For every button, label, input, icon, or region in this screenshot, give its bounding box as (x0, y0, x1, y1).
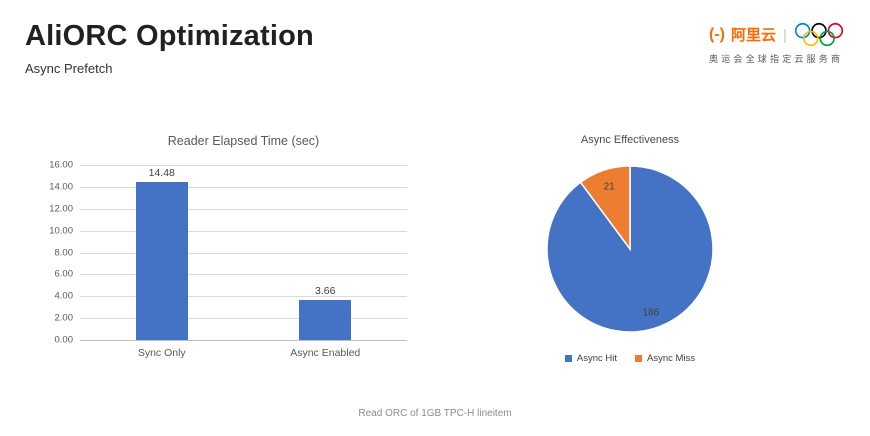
y-axis-tick-label: 0.00 (54, 334, 74, 346)
legend-swatch-icon (564, 355, 572, 362)
bar-chart: Reader Elapsed Time (sec) 0.00 2.00 4.00 6.… (45, 131, 415, 373)
alibaba-cloud-wordmark: 阿里云 (730, 26, 776, 44)
gridline (80, 230, 407, 232)
bar-sync-only (135, 181, 188, 340)
pie-chart-title: Async Effectiveness (580, 134, 680, 146)
gridline (80, 318, 407, 320)
pie-data-label: 21 (604, 181, 616, 192)
page-title: AliORC Optimization (25, 20, 314, 52)
gridline (80, 186, 407, 188)
gridline (80, 252, 407, 254)
legend-swatch-icon (635, 355, 643, 362)
y-axis-tick-label: 10.00 (49, 225, 73, 237)
gridline (80, 340, 407, 341)
bar-chart-title: Reader Elapsed Time (sec) (167, 134, 320, 148)
legend-label: Async Hit (576, 353, 618, 364)
bar-data-label: 14.48 (148, 166, 175, 179)
olympic-rings-icon (794, 22, 843, 47)
bar-plot-area: 0.00 2.00 4.00 6.00 8.00 10.00 12.00 14.00 16.00… (49, 160, 407, 346)
legend-label: Async Miss (647, 353, 696, 364)
y-axis-tick-label: 16.00 (49, 159, 73, 171)
pie-graphic: 186 21 (546, 165, 714, 333)
y-axis-tick-label: 2.00 (54, 312, 74, 324)
logo-divider: | (783, 26, 787, 44)
gridline (80, 208, 407, 210)
pie-chart: Async Effectiveness 186 21 Async Hit Async… (530, 130, 730, 375)
y-axis-tick-label: 6.00 (54, 268, 74, 280)
olympic-ring (811, 22, 827, 39)
caption: Read ORC of 1GB TPC-H lineitem (358, 408, 512, 419)
olympic-ring (794, 22, 811, 39)
legend-item-async-hit: Async Hit (564, 353, 618, 364)
x-axis-category-label: Async Enabled (290, 347, 361, 359)
bar-async-enabled (299, 299, 352, 340)
page-subtitle: Async Prefetch (25, 61, 113, 76)
logo-slogan: 奥运会全球指定云服务商 (709, 54, 844, 64)
alibaba-cloud-logo-row: (-) 阿里云 | (709, 22, 854, 47)
olympic-ring (827, 22, 843, 39)
legend-item-async-miss: Async Miss (635, 353, 695, 364)
y-axis-tick-label: 14.00 (49, 181, 73, 193)
bar-data-label: 3.66 (315, 284, 336, 297)
pie-legend: Async Hit Async Miss (510, 353, 750, 364)
y-axis-tick-label: 4.00 (54, 290, 74, 302)
olympic-ring (802, 30, 819, 47)
pie-slice-async-miss (579, 165, 631, 252)
gridline (80, 296, 407, 298)
alibaba-cloud-logo: (-) 阿里云 | 奥运会全球指定云服务商 (709, 22, 854, 65)
olympic-ring (819, 30, 835, 47)
gridline (80, 274, 407, 276)
y-axis-tick-label: 8.00 (54, 247, 74, 258)
alibaba-cloud-bracket-icon: (-) (709, 26, 725, 43)
y-axis-tick-label: 12.00 (49, 203, 73, 215)
pie-data-label: 186 (642, 308, 659, 319)
x-axis-category-label: Sync Only (137, 347, 186, 359)
gridline (80, 165, 407, 166)
pie-slice-async-hit (546, 165, 714, 333)
bar-x-axis-labels: Sync Only Async Enabled (80, 347, 407, 359)
